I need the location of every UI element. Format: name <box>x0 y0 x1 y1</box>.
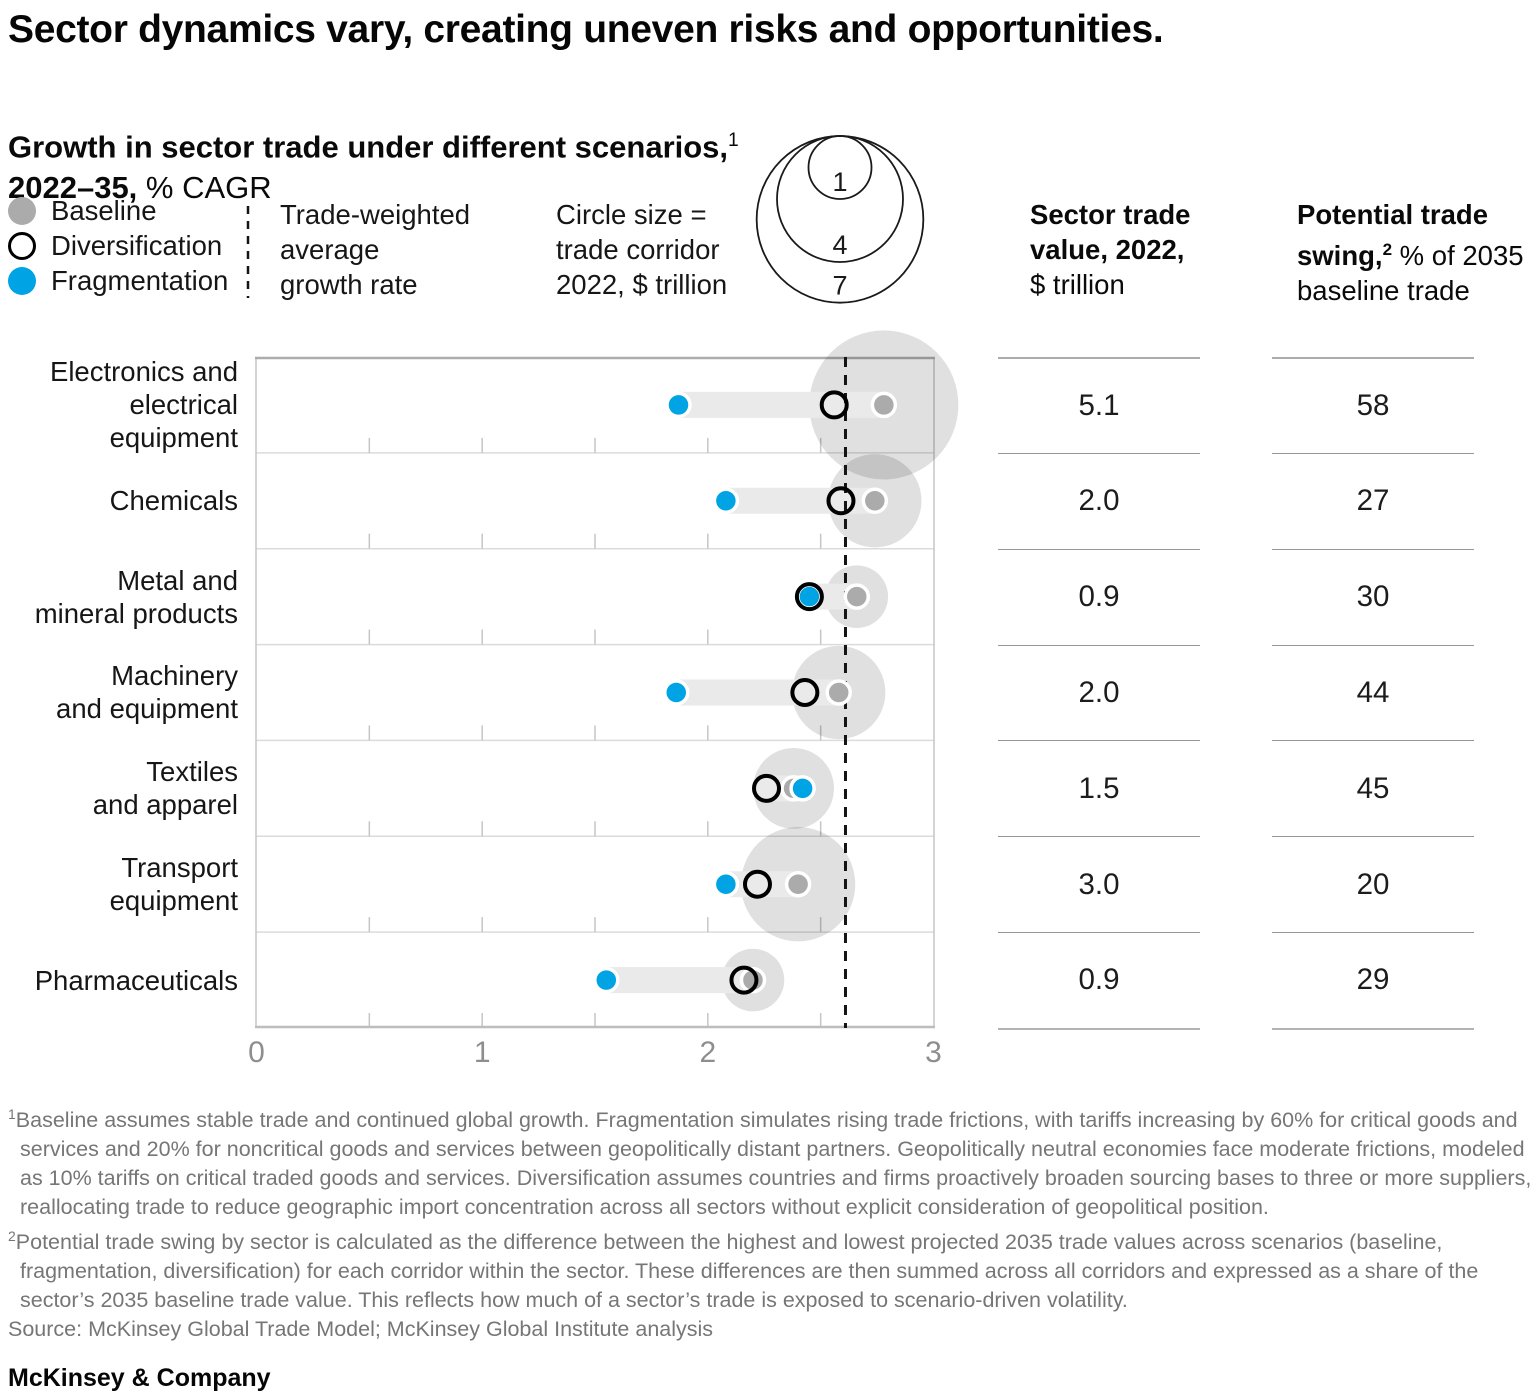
dot-plot-chart <box>255 330 959 1029</box>
baseline-dot <box>861 487 889 515</box>
average-line-legend-text: growth rate <box>280 269 418 300</box>
average-line-legend-text: average <box>280 234 380 265</box>
brand-footer: McKinsey & Company <box>8 1364 271 1392</box>
fragmentation-marker-icon <box>8 267 36 295</box>
scenario-range-bar <box>712 871 812 898</box>
table-column-bottom-border <box>1272 1027 1474 1030</box>
baseline-dot <box>825 679 852 706</box>
scenario-range-bar <box>593 967 766 994</box>
row-label-sector: Transport equipment <box>0 836 238 932</box>
row-label-text: Metal and mineral products <box>34 564 238 629</box>
chart-subtitle: Growth in sector trade under different s… <box>8 120 739 208</box>
fragmentation-dot <box>593 966 620 994</box>
x-axis-tick-label: 1 <box>473 1036 491 1069</box>
row-label-text: Textiles and apparel <box>92 756 238 821</box>
footnote-ref-1: 1 <box>728 130 739 151</box>
column-header-trade-swing: Potential trade swing,2 % of 2035 baseli… <box>1297 199 1524 307</box>
footnote-1: 1Baseline assumes stable trade and conti… <box>8 1106 1532 1220</box>
circle-size-legend-text: trade corridor <box>556 234 720 265</box>
trade-swing-cell: 20 <box>1272 836 1474 932</box>
table-column-trade-value: 5.1 2.0 0.9 2.0 1.5 3.0 0.9 <box>998 357 1200 1030</box>
trade-value-cell: 3.0 <box>998 836 1200 932</box>
fragmentation-dot <box>712 487 740 515</box>
diversification-ring <box>790 678 820 707</box>
size-legend-value-label: 7 <box>832 271 847 301</box>
trade-value-cell: 2.0 <box>998 452 1200 549</box>
baseline-dot <box>870 391 898 419</box>
size-legend-value-label: 4 <box>832 230 847 260</box>
scenario-range-bar <box>665 391 897 418</box>
diversification-marker-icon <box>8 232 36 260</box>
legend-divider-dashed-line <box>246 206 250 298</box>
diversification-ring <box>742 869 772 899</box>
x-axis-tick-label: 2 <box>699 1036 717 1069</box>
row-label-text: Transport equipment <box>109 852 238 917</box>
diversification-ring <box>826 486 856 516</box>
legend-item-baseline: Baseline <box>8 195 228 226</box>
trade-swing-cell: 44 <box>1272 644 1474 741</box>
size-legend-value-label: 1 <box>832 167 847 197</box>
baseline-marker-icon <box>8 197 36 225</box>
footnote-ref-2: 2 <box>1382 240 1393 259</box>
x-axis-tick-label: 3 <box>925 1036 942 1069</box>
page-title: Sector dynamics vary, creating uneven ri… <box>8 8 1164 51</box>
row-label-sector: Chemicals <box>0 453 238 549</box>
row-label-sector: Textiles and apparel <box>0 740 238 836</box>
chart-subtitle-line1: Growth in sector trade under different s… <box>8 129 739 165</box>
row-label-sector: Machinery and equipment <box>0 645 238 741</box>
trade-swing-cell: 45 <box>1272 740 1474 836</box>
column-header-trade-value: Sector trade value, 2022, $ trillion <box>1030 199 1191 300</box>
scenario-range-bar <box>663 679 852 706</box>
baseline-dot <box>784 870 812 898</box>
row-label-sector: Pharmaceuticals <box>0 932 238 1028</box>
footnotes: 1Baseline assumes stable trade and conti… <box>8 1100 1532 1344</box>
table-column-bottom-border <box>998 1027 1200 1030</box>
row-label-text: Electronics and electrical equipment <box>49 356 238 454</box>
trade-swing-cell: 58 <box>1272 357 1474 453</box>
circle-size-legend-text: Circle size = <box>556 199 707 230</box>
row-label-sector: Metal and mineral products <box>0 549 238 645</box>
diversification-ring <box>794 582 824 612</box>
baseline-dot <box>843 583 871 610</box>
trade-value-cell: 2.0 <box>998 644 1200 741</box>
row-label-text: Machinery and equipment <box>56 660 238 725</box>
fragmentation-dot <box>662 679 690 706</box>
source-line: Source: McKinsey Global Trade Model; McK… <box>8 1317 714 1342</box>
sector-row-labels: Electronics and electrical equipment Chemi… <box>0 356 238 1028</box>
diversification-ring <box>729 965 759 995</box>
trade-value-cell: 1.5 <box>998 740 1200 836</box>
circle-size-legend-diagram: 1 4 7 <box>755 135 925 304</box>
fragmentation-dot <box>712 870 740 898</box>
average-line-legend-label: Trade-weighted average growth rate <box>280 197 470 302</box>
scenario-legend: Baseline Diversification Fragmentation <box>8 195 229 301</box>
legend-item-label: Baseline <box>51 195 157 226</box>
trade-swing-cell: 30 <box>1272 548 1474 645</box>
diversification-ring <box>752 773 782 803</box>
x-axis-tick-label: 0 <box>248 1036 265 1069</box>
row-label-text: Pharmaceuticals <box>34 964 238 996</box>
average-line-legend-text: Trade-weighted <box>280 199 471 230</box>
legend-item-label: Fragmentation <box>51 265 229 296</box>
row-label-sector: Electronics and electrical equipment <box>0 356 238 454</box>
legend-item-label: Diversification <box>51 230 223 261</box>
trade-swing-cell: 27 <box>1272 452 1474 549</box>
baseline-dot <box>739 966 767 994</box>
row-label-text: Chemicals <box>109 485 238 517</box>
fragmentation-dot <box>789 775 816 802</box>
trade-swing-cell: 29 <box>1272 932 1474 1028</box>
diversification-ring <box>819 390 849 420</box>
footnote-2: 2Potential trade swing by sector is calc… <box>8 1228 1479 1313</box>
circle-size-legend-label: Circle size = trade corridor 2022, $ trill… <box>556 197 727 302</box>
legend-item-diversification: Diversification <box>8 230 228 261</box>
trade-value-cell: 5.1 <box>998 357 1200 453</box>
size-legend-circle-1 <box>807 135 873 200</box>
table-column-trade-swing: 58 27 30 44 45 20 29 <box>1272 357 1474 1030</box>
fragmentation-dot <box>665 391 692 419</box>
legend-item-fragmentation: Fragmentation <box>8 265 229 296</box>
trade-value-cell: 0.9 <box>998 932 1200 1028</box>
trade-value-cell: 0.9 <box>998 548 1200 645</box>
circle-size-legend-text: 2022, $ trillion <box>556 269 728 300</box>
